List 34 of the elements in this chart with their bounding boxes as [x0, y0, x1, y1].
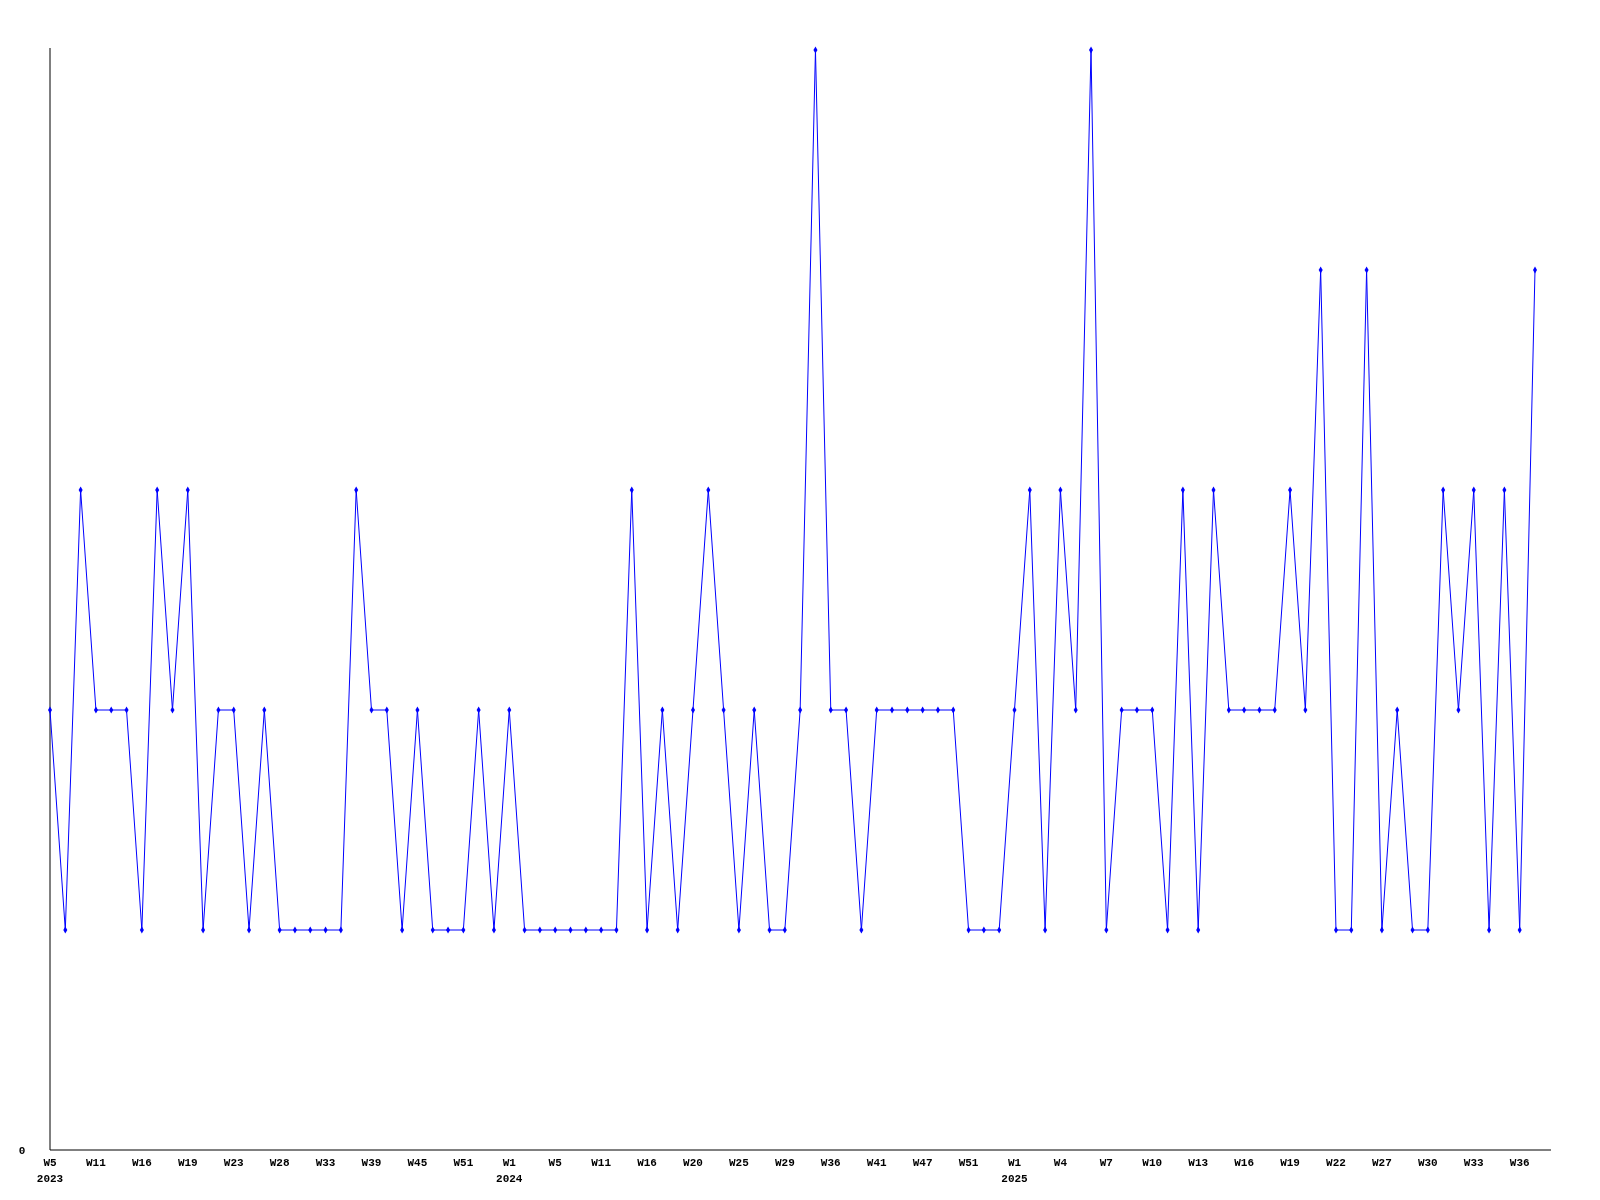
- x-tick-label: W16: [1234, 1157, 1255, 1169]
- x-tick-label: W28: [269, 1157, 290, 1169]
- x-tick-label: W33: [315, 1157, 336, 1169]
- x-tick-label: W5: [548, 1157, 563, 1169]
- x-tick-label: W11: [591, 1157, 612, 1169]
- x-tick-label: W5 2023: [36, 1157, 64, 1185]
- x-tick-label: W30: [1417, 1157, 1438, 1169]
- x-tick-label: W20: [683, 1157, 703, 1169]
- x-tick-label: W1 2024: [496, 1157, 523, 1185]
- x-tick-label: W16: [131, 1157, 152, 1169]
- x-tick-label: W7: [1099, 1157, 1113, 1169]
- x-tick-label: W51: [453, 1157, 474, 1169]
- x-tick-label: W27: [1372, 1157, 1392, 1169]
- x-tick-label: W22: [1326, 1157, 1346, 1169]
- x-tick-label: W51: [958, 1157, 979, 1169]
- x-tick-label: W16: [637, 1157, 657, 1169]
- x-tick-label: W23: [223, 1157, 245, 1169]
- x-tick-label: W19: [1280, 1157, 1300, 1169]
- x-tick-label: W4: [1053, 1157, 1068, 1169]
- x-tick-label: W13: [1188, 1157, 1209, 1169]
- x-tick-label: W11: [86, 1157, 107, 1169]
- x-tick-label: W39: [361, 1157, 382, 1169]
- x-tick-label: W36: [1509, 1157, 1530, 1169]
- x-tick-label: W45: [407, 1157, 428, 1169]
- text: 0: [18, 1145, 26, 1157]
- x-tick-label: W29: [774, 1157, 795, 1169]
- x-tick-label: W1 2025: [1001, 1157, 1029, 1185]
- x-tick-label: W25: [729, 1157, 750, 1169]
- x-tick-label: W33: [1463, 1157, 1485, 1169]
- x-tick-label: W41: [866, 1157, 887, 1169]
- x-tick-label: W36: [820, 1157, 841, 1169]
- x-tick-label: W19: [177, 1157, 198, 1169]
- x-tick-label: W47: [912, 1157, 933, 1169]
- x-tick-label: W10: [1142, 1157, 1163, 1169]
